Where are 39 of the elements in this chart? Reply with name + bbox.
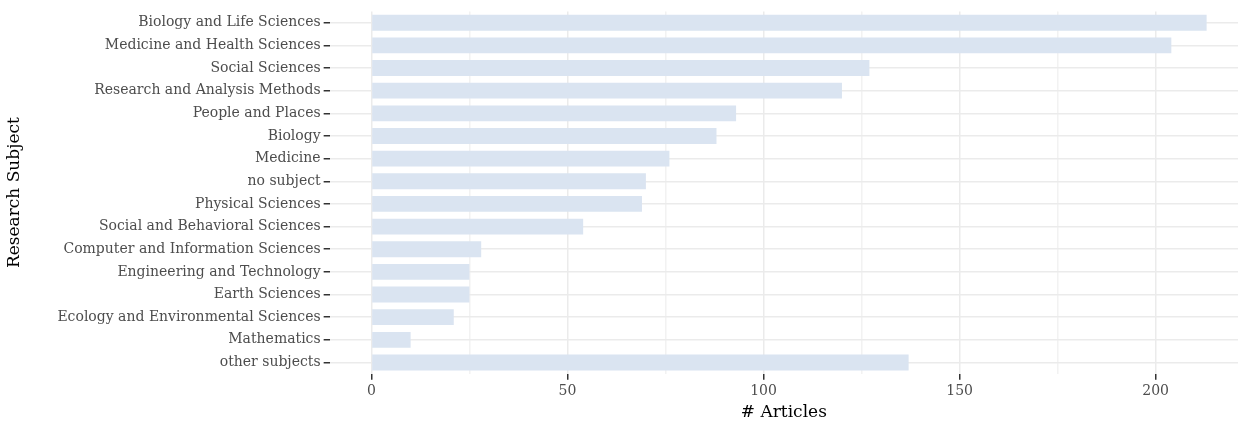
bar	[372, 37, 1172, 54]
x-tick-label: 200	[1142, 381, 1170, 398]
bar	[372, 105, 737, 122]
y-tick-label: Biology and Life Sciences	[138, 13, 321, 30]
bar	[372, 309, 454, 326]
y-tick-label: no subject	[247, 171, 322, 188]
bar	[372, 82, 842, 99]
bar	[372, 241, 482, 258]
bar	[372, 263, 470, 280]
bar	[372, 150, 670, 167]
y-tick-label: Ecology and Environmental Sciences	[57, 307, 321, 324]
x-tick-label: 150	[946, 381, 973, 398]
x-tick-label: 50	[558, 381, 577, 398]
bar	[372, 14, 1207, 31]
y-tick-label: Mathematics	[228, 330, 321, 347]
y-tick-label: Research and Analysis Methods	[94, 81, 321, 98]
y-tick-label: People and Places	[192, 103, 321, 120]
x-tick-label: 0	[366, 381, 376, 398]
bar	[372, 60, 870, 76]
x-axis-title: # Articles	[740, 401, 827, 422]
bar	[372, 128, 717, 144]
y-tick-label: Medicine and Health Sciences	[104, 36, 321, 53]
y-tick-label: Biology	[267, 126, 321, 143]
y-tick-label: Social and Behavioral Sciences	[99, 217, 321, 234]
x-tick-label: 100	[750, 381, 777, 398]
bar	[372, 173, 646, 190]
bar	[372, 286, 470, 303]
bar	[372, 331, 411, 348]
y-tick-label: Physical Sciences	[195, 194, 321, 211]
y-tick-label: Earth Sciences	[213, 285, 321, 302]
y-tick-label: Medicine	[254, 149, 321, 166]
bar	[372, 196, 642, 212]
y-tick-label: Engineering and Technology	[117, 262, 321, 279]
y-axis-title: Research Subject	[2, 116, 23, 269]
y-tick-label: Social Sciences	[210, 58, 321, 75]
bar	[372, 354, 909, 371]
bar	[372, 218, 584, 235]
y-tick-label: other subjects	[219, 353, 321, 370]
y-tick-label: Computer and Information Sciences	[63, 239, 321, 256]
